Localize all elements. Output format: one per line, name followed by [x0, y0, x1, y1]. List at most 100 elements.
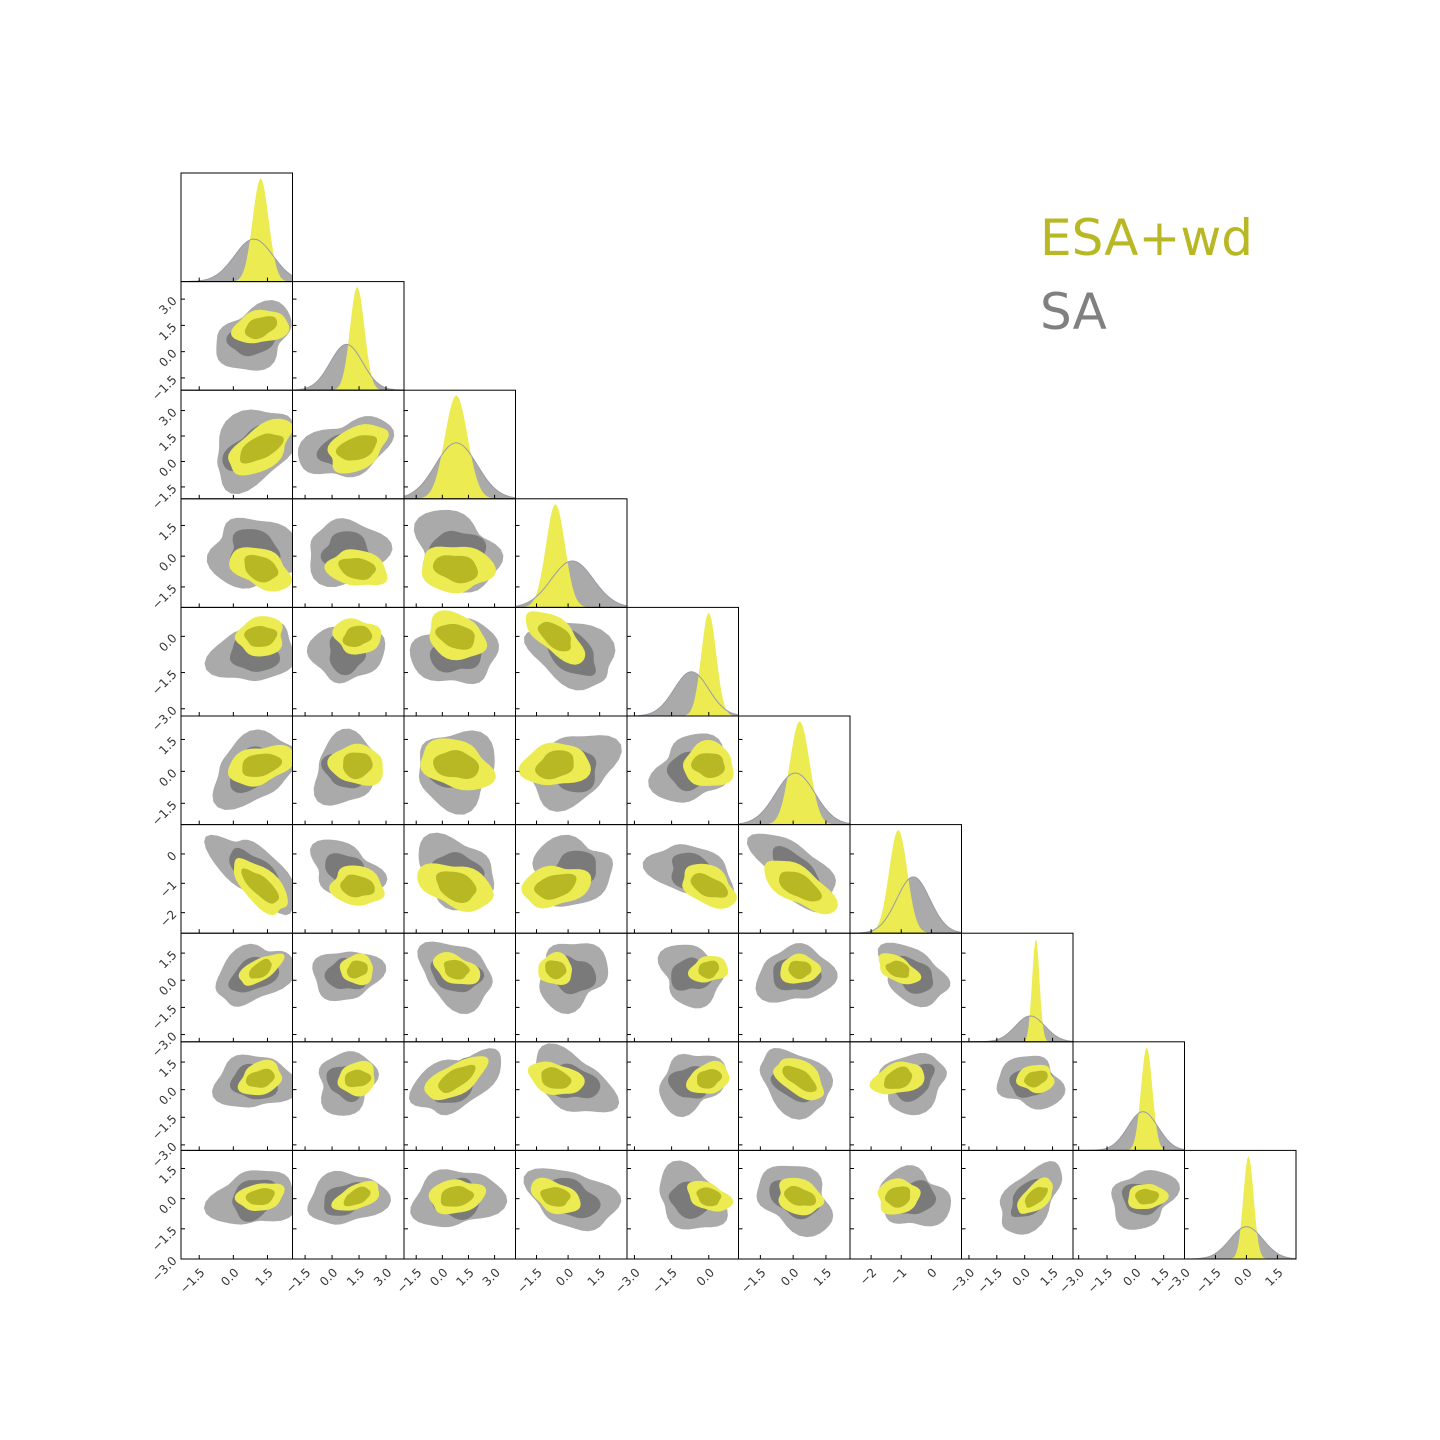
legend-entry-esa-wd: ESA+wd	[1040, 209, 1253, 267]
panel-6-3	[515, 824, 628, 934]
contour-esa-wd-inner	[438, 1064, 476, 1093]
y-tick-label: −3.0	[149, 1029, 180, 1060]
panel-8-6	[849, 1041, 962, 1151]
panel-3-3	[515, 498, 628, 608]
panel-7-3	[515, 932, 628, 1043]
y-tick-label: 1.5	[156, 1057, 179, 1080]
panel-8-8	[1072, 1041, 1185, 1151]
contour-esa-wd-inner	[779, 871, 822, 902]
contour-esa-wd-inner	[240, 433, 284, 464]
panel-4-1	[292, 606, 405, 717]
y-tick-label: 0.0	[156, 1193, 179, 1216]
x-tick-label: −1.5	[975, 1265, 1006, 1296]
contour-esa-wd-inner	[690, 873, 728, 898]
marginal-sa	[1073, 1111, 1185, 1151]
contour-esa-wd-inner	[344, 1069, 372, 1088]
contour-esa-wd-inner	[788, 960, 812, 980]
y-tick-label: 1.5	[156, 948, 179, 971]
panel-6-4	[626, 824, 739, 934]
panel-4-4	[626, 606, 739, 717]
panel-8-7	[961, 1041, 1074, 1151]
x-tick-label: −3.0	[612, 1265, 643, 1296]
panel-9-2	[403, 1149, 516, 1260]
panel-8-0	[180, 1041, 293, 1151]
contour-esa-wd-inner	[698, 960, 720, 979]
panel-9-1	[292, 1149, 405, 1260]
panel-7-1	[292, 932, 405, 1043]
panel-6-6	[849, 824, 962, 934]
x-tick-label: 0.0	[317, 1265, 340, 1288]
x-tick-label: −1.5	[1085, 1265, 1116, 1296]
contour-esa-wd-inner	[244, 316, 278, 340]
contour-esa-wd-inner	[885, 960, 910, 978]
contour-esa-wd-inner	[435, 623, 475, 650]
contour-esa-wd-inner	[1024, 1070, 1048, 1088]
contour-esa-wd-inner	[433, 750, 480, 779]
panel-5-1	[292, 715, 405, 826]
x-tick-label: 0.0	[778, 1265, 801, 1288]
y-tick-label: 1.5	[156, 431, 179, 454]
x-tick-label: −1	[887, 1265, 909, 1287]
contour-esa-wd-inner	[534, 873, 577, 900]
panel-7-6	[849, 932, 962, 1043]
contour-esa-wd-inner	[696, 1187, 722, 1207]
y-tick-label: 0.0	[156, 975, 179, 998]
panel-5-4	[626, 715, 739, 826]
y-tick-label: 1.5	[156, 520, 179, 543]
contour-esa-wd-inner	[346, 960, 368, 979]
panel-5-2	[403, 715, 516, 826]
contour-esa-wd-inner	[343, 752, 373, 780]
y-tick-label: 0.0	[156, 766, 179, 789]
y-tick-label: 3.0	[156, 405, 179, 428]
x-tick-label: 1.5	[344, 1265, 367, 1288]
panel-1-1	[292, 281, 405, 391]
x-tick-label: 3.0	[371, 1265, 394, 1288]
contour-esa-wd-inner	[537, 621, 571, 652]
marginal-sa-line	[627, 671, 739, 717]
x-tick-label: 1.5	[453, 1265, 476, 1288]
panel-4-3	[515, 606, 628, 717]
contour-esa-wd-inner	[1024, 1186, 1048, 1208]
panel-9-3	[515, 1149, 628, 1260]
panel-9-9	[1184, 1149, 1297, 1260]
x-tick-label: 0.0	[553, 1265, 576, 1288]
marginal-sa-line	[850, 876, 962, 934]
y-tick-label: 0.0	[156, 346, 179, 369]
marginal-sa-line	[292, 343, 404, 391]
contour-esa-wd-inner	[691, 753, 725, 778]
panel-9-5	[738, 1149, 851, 1260]
panel-2-2	[403, 389, 516, 500]
y-tick-label: −1.5	[149, 798, 180, 829]
x-tick-label: 1.5	[252, 1265, 275, 1288]
x-tick-label: 1.5	[811, 1265, 834, 1288]
panel-6-2	[403, 824, 516, 934]
panel-7-7	[961, 932, 1074, 1043]
panel-3-1	[292, 498, 405, 608]
panel-9-7	[961, 1149, 1074, 1260]
y-tick-label: 1.5	[156, 734, 179, 757]
x-tick-label: 0.0	[1120, 1265, 1143, 1288]
marginal-esa-wd	[1184, 1155, 1296, 1259]
x-tick-label: 3.0	[480, 1265, 503, 1288]
y-tick-label: 0.0	[156, 1084, 179, 1107]
panel-0-0	[180, 172, 293, 283]
panel-5-0	[180, 715, 293, 826]
marginal-esa-wd	[228, 178, 293, 282]
contour-esa-wd-inner	[435, 871, 477, 903]
y-tick-label: −1.5	[149, 482, 180, 513]
panel-frame	[1184, 1149, 1297, 1260]
x-tick-label: −3.0	[1057, 1265, 1088, 1296]
y-tick-label: 3.0	[156, 294, 179, 317]
panel-6-5	[738, 824, 851, 934]
x-tick-label: −1.5	[177, 1265, 208, 1296]
x-tick-label: 0	[924, 1265, 939, 1280]
contour-esa-wd-inner	[340, 874, 375, 898]
marginal-sa	[961, 1016, 1073, 1042]
panel-7-2	[403, 932, 516, 1043]
panel-7-4	[626, 932, 739, 1043]
marginal-sa-line	[404, 442, 516, 499]
contour-esa-wd-inner	[342, 625, 373, 647]
panel-2-1	[292, 389, 405, 500]
legend-entry-sa: SA	[1040, 283, 1107, 341]
panel-8-3	[515, 1041, 628, 1151]
